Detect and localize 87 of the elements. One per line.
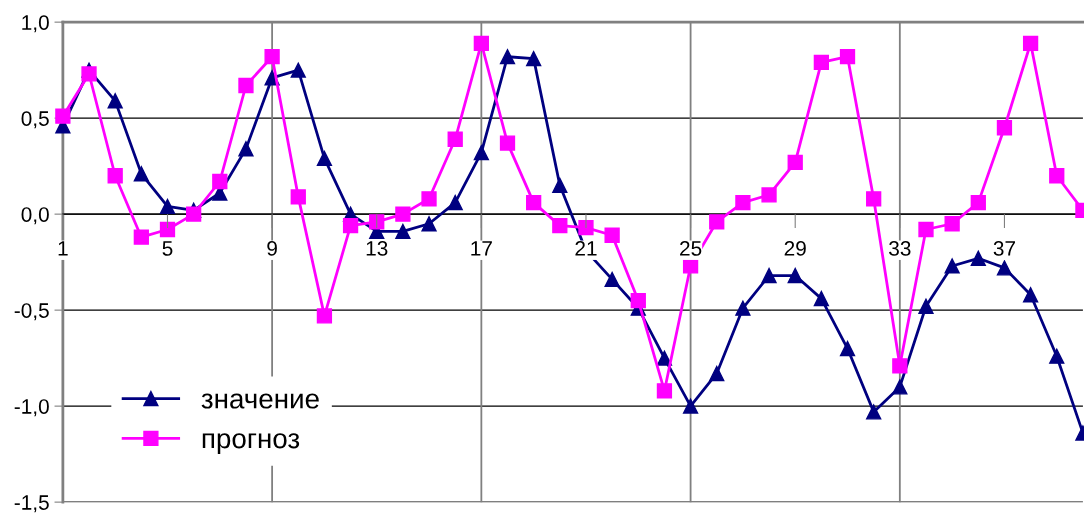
point [944,216,960,232]
point [526,194,542,211]
point [866,404,882,420]
point [682,258,699,274]
point [866,191,882,207]
y-tick-label: 0,5 [21,111,49,129]
point [107,168,123,184]
point [892,379,908,395]
y-tick-label: -0,5 [14,303,49,321]
point [421,191,437,207]
point [264,49,280,65]
point [552,177,568,193]
point [970,194,986,211]
x-tick-label: 33 [889,241,911,256]
point [996,120,1013,136]
point [552,218,568,234]
point [133,166,149,182]
point [107,93,123,109]
point [839,340,856,357]
point [996,260,1013,276]
point [133,229,149,245]
point [238,77,254,94]
point [709,365,725,382]
point [892,358,908,374]
point [735,300,751,316]
point [316,308,333,324]
legend-label: прогноз [202,433,300,454]
point [290,62,306,78]
point [813,290,830,307]
point [944,258,960,274]
point [578,219,594,236]
x-tick-label: 17 [471,241,492,256]
point [787,267,803,284]
y-tick-label: 1,0 [22,15,49,33]
x-tick-label: 1 [58,241,68,256]
point [918,221,934,238]
point [159,198,176,215]
point [186,206,202,222]
point [761,267,777,284]
point [473,35,489,51]
point [421,216,437,232]
point [761,187,777,203]
point [839,49,856,65]
point [342,218,359,234]
point [1049,168,1065,184]
point [1049,348,1065,364]
point [473,145,489,161]
x-tick-label: 29 [784,241,806,256]
point [735,194,751,211]
point [55,108,71,124]
x-tick-label: 37 [993,241,1015,256]
point [656,383,673,399]
point [238,141,254,157]
point [499,49,516,65]
legend-label: значение [201,393,319,409]
point [369,214,385,230]
point [81,66,97,82]
point [682,398,699,414]
point [447,194,463,211]
point [604,227,620,243]
point [787,154,803,170]
point [395,206,411,222]
point [447,131,463,147]
point [656,350,673,366]
point [316,150,333,167]
x-tick-label: 21 [575,241,597,256]
x-tick-label: 13 [366,241,388,256]
point [212,173,228,190]
y-tick-label: 0,0 [21,207,49,225]
point [813,54,830,71]
x-tick-label: 25 [680,241,702,256]
point [395,223,411,240]
x-tick-label: 5 [162,241,173,256]
y-tick-label: -1,5 [14,495,49,513]
point [604,271,620,288]
point [159,221,176,238]
point [918,298,934,314]
point [630,292,646,309]
point [709,214,725,230]
point [1022,287,1039,303]
y-tick-label: -1,0 [14,399,49,417]
point [1022,35,1039,51]
point [526,50,542,67]
point [499,135,516,151]
point [290,189,306,205]
x-tick-label: 9 [267,241,277,256]
point [970,250,986,266]
